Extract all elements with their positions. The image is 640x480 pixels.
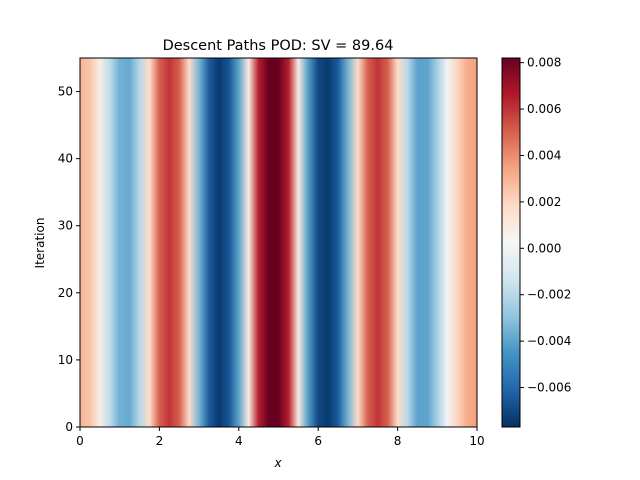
x-axis-label: x xyxy=(273,456,282,470)
y-tick-label: 40 xyxy=(58,152,73,166)
x-tick-label: 10 xyxy=(469,434,484,448)
colorbar-tick-label: −0.002 xyxy=(527,288,571,302)
colorbar-tick-label: 0.004 xyxy=(527,148,561,162)
plot-frame xyxy=(79,57,478,428)
heatmap-field xyxy=(80,58,477,427)
x-tick-label: 0 xyxy=(76,434,84,448)
x-tick-label: 8 xyxy=(394,434,402,448)
heatmap-plot xyxy=(79,57,478,428)
x-tick-label: 2 xyxy=(156,434,164,448)
colorbar-tick-label: −0.006 xyxy=(527,381,571,395)
x-tick-label: 6 xyxy=(314,434,322,448)
y-tick-label: 20 xyxy=(58,286,73,300)
chart-title: Descent Paths POD: SV = 89.64 xyxy=(163,38,394,54)
colorbar-tick-label: 0.002 xyxy=(527,195,561,209)
x-axis-ticks: 0 2 4 6 8 10 xyxy=(76,427,485,448)
colorbar-tick-label: 0.006 xyxy=(527,102,561,116)
colorbar: −0.006 −0.004 −0.002 0.000 0.002 0.004 0.006 0.… xyxy=(501,56,571,428)
colorbar-strip xyxy=(502,58,520,427)
colorbar-tick-label: −0.004 xyxy=(527,334,571,348)
colorbar-tick-label: 0.008 xyxy=(527,56,561,70)
colorbar-frame xyxy=(501,57,521,428)
y-tick-label: 30 xyxy=(58,219,73,233)
colorbar-ticks: −0.006 −0.004 −0.002 0.000 0.002 0.004 0.006 0.… xyxy=(520,56,571,395)
y-axis-label: Iteration xyxy=(33,218,47,269)
colorbar-tick-label: 0.000 xyxy=(527,241,561,255)
y-axis-ticks: 0 10 20 30 40 50 xyxy=(58,85,80,434)
y-tick-label: 0 xyxy=(65,420,73,434)
y-tick-label: 50 xyxy=(58,85,73,99)
x-tick-label: 4 xyxy=(235,434,243,448)
y-tick-label: 10 xyxy=(58,353,73,367)
